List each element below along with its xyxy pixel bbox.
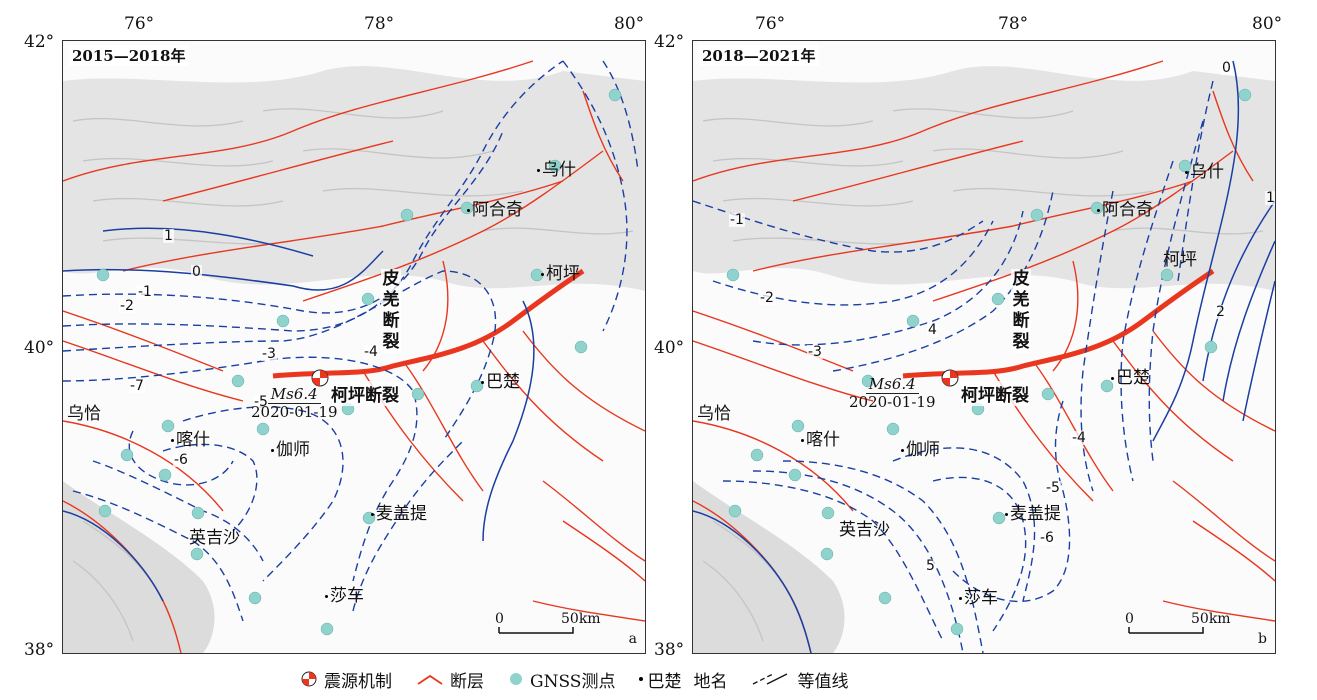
relief-north-b [693, 66, 1275, 291]
piqiang-fault-label-b: 皮羌断裂 [1011, 269, 1031, 353]
contour-label-b-4: 4 [927, 322, 938, 338]
contour-label-a-m2: -2 [119, 298, 135, 314]
scalebar-start-a: 0 [495, 611, 504, 627]
lat-tick-42-b: 42° [654, 32, 685, 52]
focal-mechanism-icon [301, 671, 317, 687]
lat-tick-40-b: 40° [654, 338, 685, 358]
relief-ridges-b [702, 108, 1264, 642]
map-canvas-b [693, 60, 1275, 653]
scalebar-end-a: 50km [561, 611, 601, 627]
place-shache-a: 莎车 [325, 581, 364, 606]
fault-icon [417, 674, 443, 685]
contour-label-a-1: 1 [163, 228, 174, 244]
legend-place: 巴楚 地名 [639, 667, 727, 692]
legend-fault: 断层 [416, 667, 484, 692]
place-aheqi-a: 阿合奇 [467, 195, 523, 220]
place-kashi-a: 喀什 [171, 425, 210, 450]
contour-label-a-m1: -1 [137, 284, 153, 300]
contour-line-icon [753, 673, 788, 685]
piqiang-fault-label-a: 皮羌断裂 [381, 269, 401, 353]
legend-gnss: GNSS测点 [508, 667, 615, 692]
scalebar-line-b [1128, 627, 1204, 634]
legend-focal-mechanism: 震源机制 [300, 667, 392, 692]
lon-tick-80-b: 80° [1252, 14, 1283, 34]
contour-label-b-1: 1 [1265, 190, 1275, 206]
period-label-b: 2018—2021年 [699, 45, 819, 66]
place-maigaiti-b: 麦盖提 [1005, 499, 1061, 524]
panel-letter-b: b [1258, 631, 1267, 647]
keping-fault-label-a: 柯坪断裂 [331, 381, 399, 406]
faults-b [693, 60, 1275, 653]
map-panel-a: 2015—2018年 a 1 0 -1 -2 -3 -4 -5 -6 -7 乌什… [62, 40, 646, 654]
lat-tick-40-a: 40° [24, 338, 55, 358]
contour-label-b-m3: -3 [807, 344, 823, 360]
place-dot-icon [639, 677, 644, 681]
scalebar-line-a [498, 627, 574, 634]
earthquake-label-a: Ms6.4 2020-01-19 [251, 385, 338, 421]
contour-label-a-m6: -6 [173, 452, 189, 468]
lat-tick-38-a: 38° [24, 640, 55, 660]
contour-label-b-2: 2 [1215, 304, 1226, 320]
contour-label-b-m1: -1 [729, 212, 745, 228]
place-wushi-a: 乌什 [537, 155, 576, 180]
contour-label-b-0: 0 [1221, 60, 1232, 76]
contour-label-b-5: 5 [925, 558, 936, 574]
lon-tick-76-a: 76° [124, 14, 155, 34]
lon-tick-78-a: 78° [364, 14, 395, 34]
lat-tick-42-a: 42° [24, 32, 55, 52]
place-yingjisha-a: 英吉沙 [189, 528, 240, 548]
contour-label-a-m7: -7 [129, 378, 145, 394]
place-wushi-b: 乌什 [1185, 157, 1224, 182]
earthquake-label-b: Ms6.4 2020-01-19 [849, 375, 936, 411]
place-maigaiti-a: 麦盖提 [371, 499, 427, 524]
focal-mechanism-b [941, 369, 959, 387]
focal-mechanism-a [311, 369, 329, 387]
place-shache-b: 莎车 [959, 583, 998, 608]
lon-tick-78-b: 78° [998, 14, 1029, 34]
place-keping-a: 柯坪 [541, 259, 580, 284]
legend: 震源机制 断层 GNSS测点 巴楚 地名 等值线 [300, 666, 872, 692]
gnss-stations-a [96, 88, 622, 636]
place-bachu-b: 巴楚 [1111, 363, 1150, 388]
relief-southwest-b [693, 481, 845, 653]
contour-label-b-m6: -6 [1039, 530, 1055, 546]
place-kashi-b: 喀什 [801, 425, 840, 450]
lat-tick-38-b: 38° [654, 640, 685, 660]
contour-label-b-m4: -4 [1071, 430, 1087, 446]
place-wuqia-b: 乌恰 [697, 404, 731, 424]
contour-label-a-m3: -3 [261, 346, 277, 362]
contours-a [63, 60, 639, 622]
contour-label-a-0: 0 [191, 264, 202, 280]
place-yingjisha-b: 英吉沙 [839, 520, 890, 540]
period-label-a: 2015—2018年 [69, 45, 189, 66]
panel-letter-a: a [628, 631, 637, 647]
place-wuqia-a: 乌恰 [67, 404, 101, 424]
place-bachu-a: 巴楚 [481, 367, 520, 392]
keping-fault-line [272, 268, 585, 379]
contour-label-a-m5: -5 [253, 394, 269, 410]
lon-tick-76-b: 76° [755, 14, 786, 34]
keping-fault-line-b [902, 268, 1215, 379]
scalebar-end-b: 50km [1191, 611, 1231, 627]
place-aheqi-b: 阿合奇 [1097, 195, 1153, 220]
scalebar-start-b: 0 [1125, 611, 1134, 627]
map-canvas-a [63, 60, 645, 653]
place-keping-b: 柯坪 [1163, 250, 1197, 270]
contour-label-b-m2: -2 [759, 290, 775, 306]
map-panel-b: 2018—2021年 b 1 0 -1 -2 -3 -4 -5 -6 2 4 5… [692, 40, 1276, 654]
place-jiashi-b: 伽师 [901, 435, 940, 460]
legend-contour: 等值线 [751, 667, 848, 692]
gnss-station-icon [510, 673, 522, 685]
gnss-stations-b [726, 88, 1252, 636]
relief-southwest [63, 481, 215, 653]
keping-fault-label-b: 柯坪断裂 [961, 381, 1029, 406]
place-jiashi-a: 伽师 [271, 435, 310, 460]
contour-label-a-m4: -4 [363, 344, 379, 360]
contour-label-b-m5: -5 [1045, 480, 1061, 496]
lon-tick-80-a: 80° [614, 14, 645, 34]
